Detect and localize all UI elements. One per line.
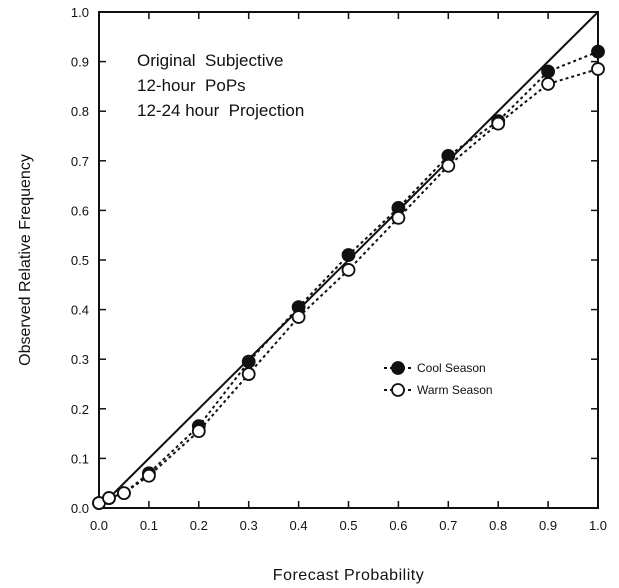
annotation-line: 12-hour PoPs — [137, 76, 246, 95]
x-tick-label: 0.1 — [140, 518, 158, 533]
x-tick-label: 0.0 — [90, 518, 108, 533]
y-tick-label: 0.5 — [71, 253, 89, 268]
y-axis-label: Observed Relative Frequency — [17, 154, 34, 366]
x-tick-label: 0.8 — [489, 518, 507, 533]
legend-marker — [391, 361, 405, 375]
cool-season-point — [541, 64, 555, 79]
x-tick-label: 0.6 — [389, 518, 407, 533]
cool-season-point — [241, 354, 256, 369]
warm-season-point — [391, 210, 406, 225]
annotation-line: 12-24 hour Projection — [137, 101, 304, 120]
x-tick-label: 0.4 — [290, 518, 308, 533]
warm-season-point — [491, 116, 506, 131]
warm-season-point — [291, 310, 306, 324]
y-tick-label: 0.2 — [71, 402, 89, 417]
x-axis-label: Forecast Probability — [273, 567, 424, 584]
warm-season-point — [102, 491, 116, 505]
y-tick-label: 0.3 — [71, 352, 89, 367]
warm-season-point — [591, 62, 605, 76]
y-tick-label: 0.4 — [71, 303, 89, 318]
y-tick-label: 0.8 — [71, 104, 89, 119]
x-tick-label: 0.2 — [190, 518, 208, 533]
warm-season-point — [241, 367, 256, 381]
warm-season-point — [191, 424, 206, 439]
x-tick-label: 0.9 — [539, 518, 557, 533]
cool-season-point — [341, 248, 356, 262]
y-tick-label: 0.1 — [71, 451, 89, 466]
y-tick-label: 0.6 — [71, 203, 89, 218]
warm-season-point — [441, 158, 456, 173]
y-tick-label: 0.7 — [71, 154, 89, 169]
annotation-line: Original Subjective — [137, 51, 283, 70]
warm-season-point — [117, 486, 131, 501]
x-tick-label: 1.0 — [589, 518, 607, 533]
x-tick-label: 0.3 — [240, 518, 258, 533]
x-tick-label: 0.5 — [339, 518, 357, 533]
y-tick-label: 0.9 — [71, 55, 89, 70]
y-tick-label: 0.0 — [71, 501, 89, 516]
warm-season-point — [141, 468, 156, 483]
y-tick-label: 1.0 — [71, 5, 89, 20]
cool-season-point — [591, 44, 605, 59]
warm-season-point — [341, 263, 356, 277]
warm-season-point — [541, 77, 555, 91]
legend-label: Cool Season — [417, 361, 486, 375]
series-line-warm-season — [98, 68, 599, 504]
legend-marker — [391, 383, 405, 397]
x-tick-label: 0.7 — [439, 518, 457, 533]
legend-label: Warm Season — [417, 383, 493, 397]
